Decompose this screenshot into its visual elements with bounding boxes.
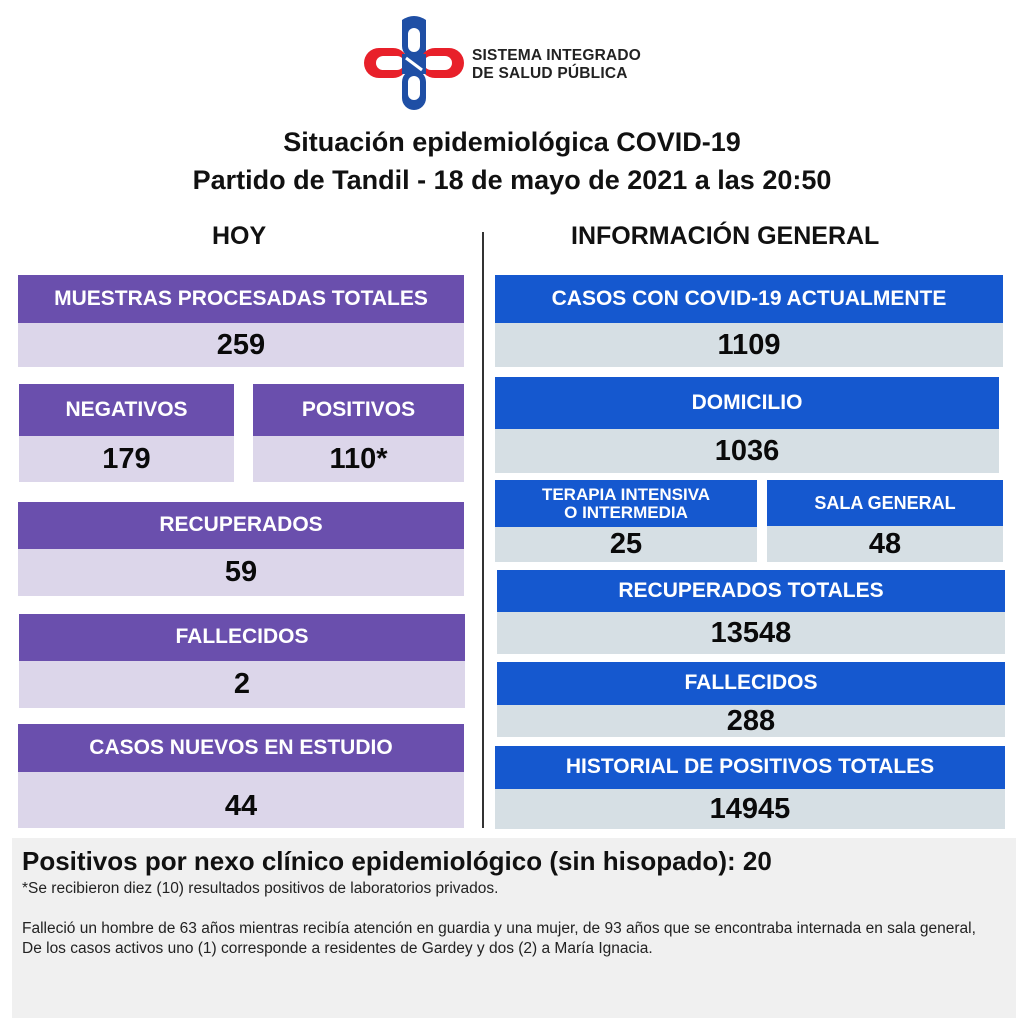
card-positivos: POSITIVOS 110* — [253, 384, 464, 482]
card-value: 13548 — [497, 612, 1005, 654]
column-divider — [482, 232, 484, 828]
notes-paragraph-1: Falleció un hombre de 63 años mientras r… — [22, 920, 976, 937]
card-value: 59 — [18, 549, 464, 596]
general-heading: INFORMACIÓN GENERAL — [571, 222, 880, 250]
card-label: SALA GENERAL — [767, 480, 1003, 526]
card-value: 179 — [19, 436, 234, 482]
card-label: MUESTRAS PROCESADAS TOTALES — [18, 275, 464, 323]
notes-paragraph-2: De los casos activos uno (1) corresponde… — [22, 940, 653, 957]
card-label: HISTORIAL DE POSITIVOS TOTALES — [495, 746, 1005, 789]
footnote: *Se recibieron diez (10) resultados posi… — [22, 880, 499, 897]
card-sala-general: SALA GENERAL 48 — [767, 480, 1003, 562]
report-subtitle: Partido de Tandil - 18 de mayo de 2021 a… — [192, 165, 832, 195]
card-value: 259 — [18, 323, 464, 367]
card-negativos: NEGATIVOS 179 — [19, 384, 234, 482]
nexo-headline: Positivos por nexo clínico epidemiológic… — [22, 846, 772, 876]
card-value: 25 — [495, 527, 757, 562]
card-value: 44 — [18, 772, 464, 828]
card-label: DOMICILIO — [495, 377, 999, 429]
card-label: TERAPIA INTENSIVA O INTERMEDIA — [495, 480, 757, 527]
card-label: NEGATIVOS — [19, 384, 234, 436]
card-label-line-2: O INTERMEDIA — [564, 502, 688, 522]
card-value: 14945 — [495, 789, 1005, 829]
report-title: Situación epidemiológica COVID-19 — [283, 127, 741, 157]
card-casos-nuevos: CASOS NUEVOS EN ESTUDIO 44 — [18, 724, 464, 828]
card-casos-actuales: CASOS CON COVID-19 ACTUALMENTE 1109 — [495, 275, 1003, 367]
logo-line-2: DE SALUD PÚBLICA — [472, 65, 628, 82]
card-label: FALLECIDOS — [19, 614, 465, 661]
card-label: CASOS CON COVID-19 ACTUALMENTE — [495, 275, 1003, 323]
card-label-line-1: TERAPIA INTENSIVA — [541, 484, 711, 504]
card-value: 288 — [497, 705, 1005, 737]
card-domicilio: DOMICILIO 1036 — [495, 377, 999, 473]
card-terapia: TERAPIA INTENSIVA O INTERMEDIA 25 — [495, 480, 757, 562]
card-label: FALLECIDOS — [497, 662, 1005, 705]
card-recuperados: RECUPERADOS 59 — [18, 502, 464, 596]
card-value: 2 — [19, 661, 465, 708]
card-label: RECUPERADOS — [18, 502, 464, 549]
card-label: CASOS NUEVOS EN ESTUDIO — [18, 724, 464, 772]
card-value: 1109 — [495, 323, 1003, 367]
sisp-logo: SISTEMA INTEGRADO DE SALUD PÚBLICA — [362, 14, 642, 114]
notes-panel: Positivos por nexo clínico epidemiológic… — [12, 838, 1016, 1018]
card-fallecidos-hoy: FALLECIDOS 2 — [19, 614, 465, 708]
card-value: 1036 — [495, 429, 999, 473]
card-label: RECUPERADOS TOTALES — [497, 570, 1005, 612]
card-muestras: MUESTRAS PROCESADAS TOTALES 259 — [18, 275, 464, 367]
card-recuperados-totales: RECUPERADOS TOTALES 13548 — [497, 570, 1005, 654]
card-historial-positivos: HISTORIAL DE POSITIVOS TOTALES 14945 — [495, 746, 1005, 829]
hoy-heading: HOY — [212, 222, 267, 250]
card-value: 110* — [253, 436, 464, 482]
card-value: 48 — [767, 526, 1003, 562]
card-fallecidos-totales: FALLECIDOS 288 — [497, 662, 1005, 737]
sisp-logo-icon — [364, 16, 464, 110]
card-label: POSITIVOS — [253, 384, 464, 436]
logo-line-1: SISTEMA INTEGRADO — [472, 47, 642, 64]
